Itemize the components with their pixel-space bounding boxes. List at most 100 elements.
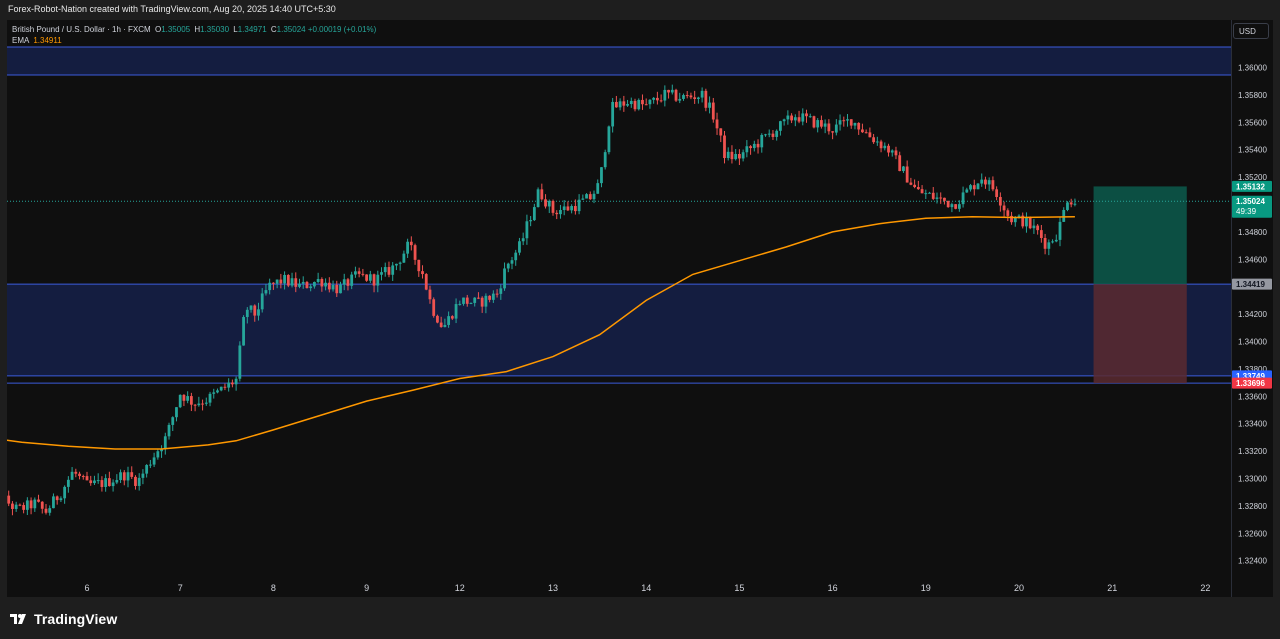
- price-axis[interactable]: [1231, 20, 1273, 597]
- candle-body: [622, 101, 626, 106]
- candle: [559, 204, 562, 219]
- candle-body: [59, 498, 63, 501]
- candle-body: [1036, 225, 1040, 231]
- candle-body: [275, 279, 279, 284]
- candle: [1047, 239, 1051, 256]
- candle: [402, 250, 406, 263]
- price-label-text: 1.33696: [1236, 379, 1265, 388]
- candle: [93, 475, 96, 486]
- candle: [4, 490, 7, 501]
- candle-body: [536, 189, 540, 208]
- candle-body: [756, 143, 760, 148]
- candle: [104, 474, 108, 492]
- open-key: O: [154, 25, 162, 34]
- upper-zone: [7, 46, 1231, 76]
- candles: [4, 84, 1077, 516]
- candle-body: [301, 281, 305, 284]
- candle-body: [637, 99, 641, 110]
- candle: [272, 282, 275, 290]
- candle: [734, 149, 738, 161]
- candle: [342, 273, 346, 291]
- candle-body: [939, 197, 943, 199]
- candle: [905, 160, 909, 183]
- candle-body: [197, 403, 201, 406]
- candle: [723, 130, 726, 164]
- currency-button[interactable]: USD: [1233, 23, 1269, 39]
- candle: [85, 471, 89, 481]
- candle-body: [864, 132, 868, 134]
- candle-body: [432, 299, 436, 316]
- candle-body: [145, 465, 149, 474]
- candle-body: [611, 101, 615, 127]
- candle: [603, 149, 607, 170]
- candle-body: [398, 262, 402, 264]
- y-tick-label: 1.34800: [1238, 228, 1267, 237]
- candle-body: [324, 282, 327, 287]
- candle-body: [532, 207, 536, 221]
- candle-body: [1032, 225, 1036, 229]
- symbol-title[interactable]: British Pound / U.S. Dollar · 1h · FXCM: [12, 25, 151, 34]
- candle-body: [700, 90, 704, 98]
- y-tick-label: 1.35800: [1238, 91, 1267, 100]
- candle: [257, 302, 260, 321]
- candle-body: [189, 396, 193, 405]
- candle-body: [682, 95, 685, 99]
- candle-body: [581, 198, 585, 200]
- price-label: 1.35132: [1232, 180, 1272, 192]
- ema-label[interactable]: EMA: [12, 36, 30, 45]
- candle-body: [1047, 242, 1051, 249]
- x-tick-label: 22: [1200, 583, 1210, 593]
- candle: [465, 294, 469, 307]
- candle: [380, 267, 383, 281]
- candle: [29, 497, 33, 515]
- candle-body: [521, 238, 525, 242]
- candle: [298, 278, 301, 289]
- candle-body: [793, 117, 797, 121]
- candle-body: [775, 130, 779, 137]
- candle: [1039, 225, 1043, 243]
- candle: [491, 290, 495, 303]
- candle: [372, 273, 376, 293]
- candle-body: [331, 284, 335, 290]
- candle-body: [387, 267, 391, 275]
- candle-body: [950, 204, 954, 208]
- x-tick-label: 13: [548, 583, 558, 593]
- candle-body: [89, 480, 93, 484]
- candle: [14, 501, 18, 512]
- candle: [421, 265, 424, 279]
- candle: [655, 91, 659, 105]
- candle-body: [7, 495, 11, 504]
- candle-body: [614, 101, 618, 108]
- candle-body: [820, 120, 823, 127]
- candle: [779, 120, 782, 136]
- candle-body: [115, 480, 119, 483]
- candle: [857, 122, 861, 135]
- candle-body: [577, 199, 581, 212]
- candle: [618, 98, 622, 111]
- candle-body: [365, 274, 368, 281]
- candle: [275, 279, 279, 289]
- candle-body: [559, 209, 562, 215]
- candle: [760, 133, 764, 153]
- candle-body: [916, 187, 920, 190]
- candle: [838, 114, 842, 131]
- candle-body: [723, 135, 726, 159]
- candle-body: [1066, 202, 1069, 210]
- position-target-zone: [1093, 186, 1187, 285]
- candle-body: [544, 199, 547, 207]
- candle: [398, 261, 402, 271]
- candle: [290, 272, 294, 288]
- candle-body: [1028, 217, 1032, 229]
- candle: [368, 270, 372, 283]
- candle-body: [588, 194, 592, 200]
- candle: [842, 116, 846, 127]
- candle-body: [346, 279, 350, 286]
- candle: [122, 470, 126, 486]
- candle-body: [745, 146, 749, 153]
- candle: [309, 284, 313, 292]
- candle: [279, 273, 283, 289]
- candle-body: [965, 189, 969, 193]
- candle-body: [1017, 215, 1021, 218]
- candle-body: [40, 501, 44, 509]
